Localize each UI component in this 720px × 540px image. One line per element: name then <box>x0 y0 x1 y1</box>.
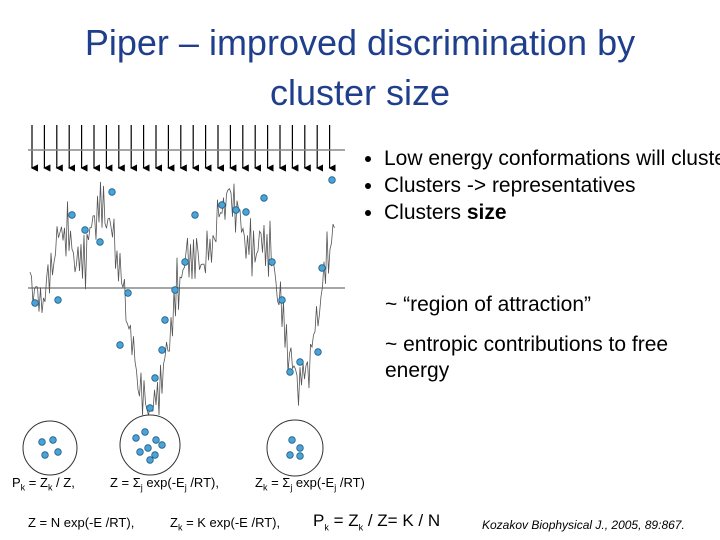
conformation-dot <box>31 299 39 307</box>
conformation-dot <box>218 201 226 209</box>
formula: Z = N exp(-E /RT), <box>28 515 134 530</box>
energy-landscape <box>29 181 335 416</box>
formula-subscript: k <box>47 482 53 493</box>
bullet-text: Low energy conformations will cluster <box>384 147 720 170</box>
conformation-dot <box>286 451 294 459</box>
conformation-dot <box>181 258 189 266</box>
conformation-dot <box>152 436 160 444</box>
cluster-circle <box>22 420 78 476</box>
conformation-dot <box>288 436 296 444</box>
formula-text: = Z <box>25 475 48 490</box>
formula-text: / Z, <box>52 475 75 490</box>
formula: Zk = K exp(-E /RT), <box>170 515 280 533</box>
conformation-dot <box>268 258 276 266</box>
conformation-dot <box>260 194 268 202</box>
bullet-text: Clusters <box>384 201 467 224</box>
formula: Pk = Zk / Z= K / N <box>313 511 440 532</box>
formula-text: /RT) <box>336 475 365 490</box>
conformation-dot <box>108 188 116 196</box>
formula: Zk = Σj exp(-Ej /RT) <box>255 475 365 493</box>
conformation-dot <box>68 211 76 219</box>
conformation-dot <box>136 448 144 456</box>
formula-subscript: k <box>20 482 26 493</box>
bullet: Low energy conformations will cluster <box>384 146 720 172</box>
formula-text: = Σ <box>267 475 291 490</box>
formula-subscript: k <box>262 482 268 493</box>
formula-text: exp(-E <box>292 475 335 490</box>
conformation-dot <box>296 452 304 460</box>
conformation-dot <box>81 226 89 234</box>
formula-subscript: k <box>324 522 329 533</box>
conformation-dot <box>314 348 322 356</box>
conformation-dot <box>124 289 132 297</box>
formula: Pk = Zk / Z, <box>12 475 75 493</box>
conformation-dot <box>286 368 294 376</box>
formula-subscript: j <box>140 482 143 493</box>
conformation-dot <box>144 444 152 452</box>
conformation-dot <box>38 438 46 446</box>
formula-subscript: k <box>358 522 364 533</box>
cluster-circle <box>119 414 181 476</box>
formula-subscript: k <box>177 522 183 533</box>
conformation-dot <box>49 436 57 444</box>
conformation-dot <box>141 428 149 436</box>
conformation-dot <box>242 208 250 216</box>
formula-text: Z <box>255 475 263 490</box>
formula-text: / Z= K / N <box>363 511 441 530</box>
citation: Kozakov Biophysical J., 2005, 89:867. <box>482 518 685 532</box>
conformation-dot <box>171 286 179 294</box>
bullet-text: size <box>466 201 507 224</box>
conformation-dot <box>146 456 154 464</box>
conformation-dot <box>54 448 62 456</box>
conformation-dot <box>146 404 154 412</box>
formula-text: Z <box>170 515 178 530</box>
conformation-dot <box>318 264 326 272</box>
bullet-list: Low energy conformations will cluster Clu… <box>362 146 720 227</box>
formula-text: Z = N exp(-E /RT), <box>28 515 135 530</box>
conformation-dot <box>54 296 62 304</box>
formula-text: exp(-E <box>142 475 185 490</box>
conformation-dot <box>191 211 199 219</box>
formula-text: P <box>12 475 21 490</box>
conformation-dot <box>132 434 140 442</box>
formula-text: = Z <box>328 511 359 530</box>
formula-text: Z = Σ <box>110 475 141 490</box>
cluster-circle <box>266 419 324 477</box>
conformation-dot <box>296 444 304 452</box>
formula-text: /RT), <box>186 475 219 490</box>
conformation-dot <box>151 451 159 459</box>
formula: Z = Σj exp(-Ej /RT), <box>110 475 219 493</box>
conformation-dot <box>278 296 286 304</box>
bullet: Clusters size <box>384 200 720 226</box>
conformation-dot <box>232 206 240 214</box>
conformation-dot <box>116 341 124 349</box>
conformation-dot <box>328 176 336 184</box>
sub-line: ~ entropic contributions to free energy <box>385 333 669 382</box>
conformation-dot <box>296 358 304 366</box>
formula-subscript: j <box>184 482 187 493</box>
formula-subscript: j <box>334 482 337 493</box>
bullet: Clusters -> representatives <box>384 173 720 199</box>
conformation-dot <box>161 316 169 324</box>
bullet-text: Clusters -> representatives <box>384 174 636 197</box>
formula-text: = K exp(-E /RT), <box>182 515 281 530</box>
conformation-dot <box>158 346 166 354</box>
conformation-dot <box>41 451 49 459</box>
conformation-dot <box>158 441 166 449</box>
slide-title: Piper – improved discrimination by clust… <box>84 22 636 113</box>
sub-line: ~ “region of attraction” <box>385 293 592 316</box>
formula-text: P <box>313 511 325 530</box>
formula-subscript: j <box>290 482 293 493</box>
conformation-dot <box>151 374 159 382</box>
conformation-dot <box>96 238 104 246</box>
